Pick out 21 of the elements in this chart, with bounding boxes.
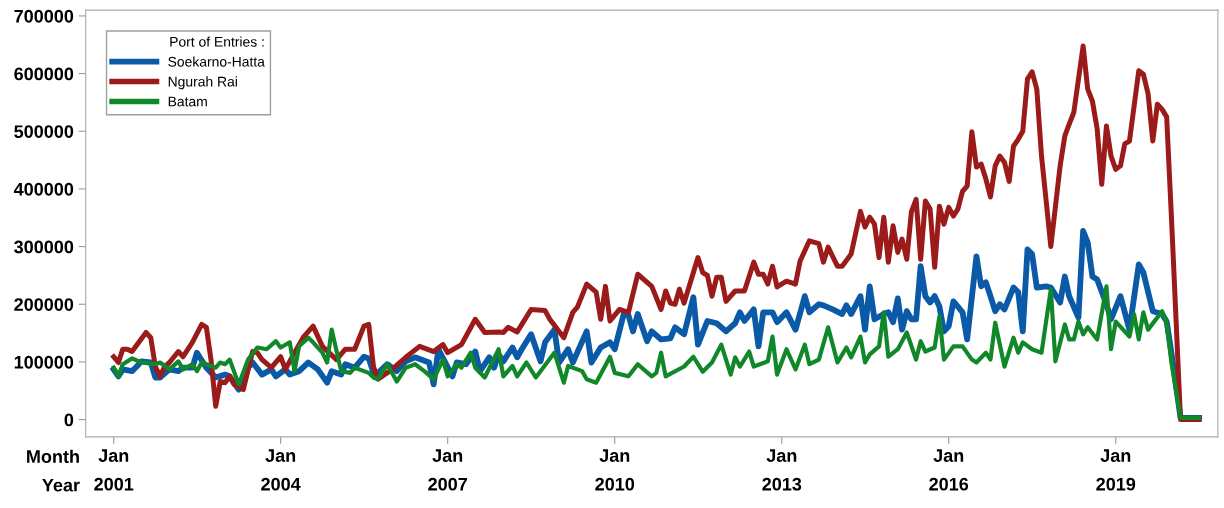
y-tick-label: 100000 — [14, 355, 74, 369]
y-tick-label: 600000 — [14, 67, 74, 81]
legend-label: Soekarno-Hatta — [168, 56, 265, 67]
legend-title: Port of Entries : — [170, 36, 264, 47]
y-tick-label: 0 — [64, 413, 74, 427]
x-tick-label: Jan 2007 — [428, 449, 467, 491]
x-tick-label: Jan 2010 — [595, 449, 635, 491]
y-tick-label: 200000 — [14, 298, 74, 311]
y-tick-label: 300000 — [14, 240, 74, 254]
legend-label: Batam — [168, 96, 207, 107]
x-tick-label: Jan 2019 — [1096, 449, 1136, 491]
legend-label: Ngurah Rai — [168, 76, 237, 90]
x-axis-title: Month Year — [27, 449, 80, 492]
x-tick-label: Jan 2001 — [94, 449, 134, 491]
x-tick-label: Jan 2013 — [762, 449, 802, 491]
x-tick-label: Jan 2016 — [929, 449, 969, 491]
x-tick-label: Jan 2004 — [261, 449, 301, 491]
line-series — [111, 284, 1202, 420]
y-tick-label: 400000 — [13, 182, 74, 196]
y-tick-label: 700000 — [14, 9, 74, 23]
y-tick-label: 500000 — [14, 125, 74, 138]
